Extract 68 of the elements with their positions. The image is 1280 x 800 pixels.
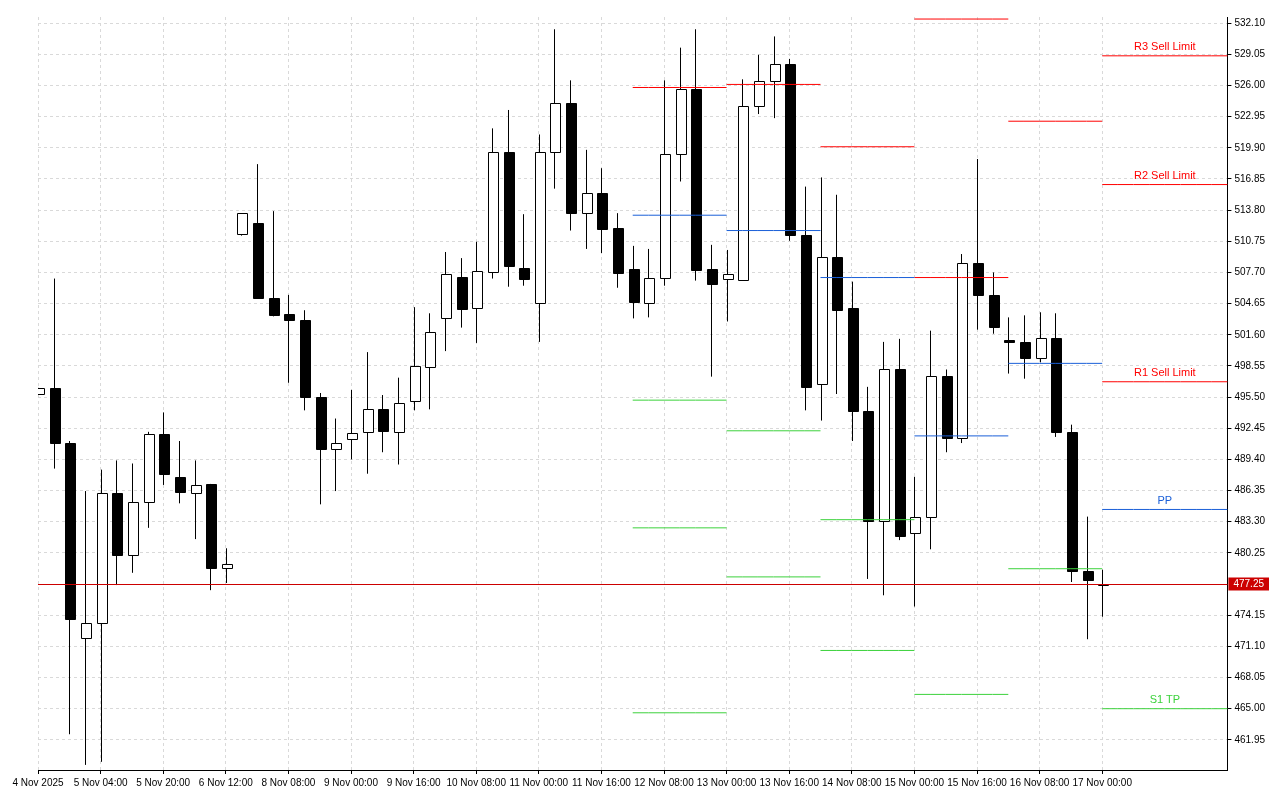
candlestick xyxy=(331,418,342,492)
y-tick-label: 498.55 xyxy=(1234,359,1266,371)
series-label: PP xyxy=(1157,494,1173,506)
x-tick-label: 5 Nov 04:00 xyxy=(73,776,128,788)
y-tick-label: 519.90 xyxy=(1234,141,1266,153)
y-tick-label: 526.00 xyxy=(1234,79,1266,91)
x-tick-label: 5 Nov 20:00 xyxy=(136,776,191,788)
x-tick-label: 8 Nov 08:00 xyxy=(261,776,316,788)
candlestick xyxy=(222,547,233,584)
x-tick-label: 15 Nov 16:00 xyxy=(947,776,1008,788)
candlestick xyxy=(1020,314,1031,380)
x-tick-label: 6 Nov 12:00 xyxy=(198,776,254,788)
y-tick-label: 501.60 xyxy=(1234,328,1266,340)
y-tick-label: 504.65 xyxy=(1234,297,1266,309)
x-tick-label: 4 Nov 2025 xyxy=(12,776,65,788)
y-tick-label: 495.50 xyxy=(1234,390,1266,402)
y-tick-label: 510.75 xyxy=(1234,235,1266,247)
candlestick xyxy=(519,213,530,287)
ref-line-label: 477.25 xyxy=(1233,578,1265,590)
x-tick-label: 17 Nov 00:00 xyxy=(1072,776,1133,788)
candlestick xyxy=(269,210,280,317)
y-tick-label: 489.40 xyxy=(1234,453,1266,465)
x-tick-label: 12 Nov 08:00 xyxy=(634,776,695,788)
series-label: R3 Sell Limit xyxy=(1133,40,1196,53)
y-tick-label: 486.35 xyxy=(1234,484,1266,496)
candlestick xyxy=(284,294,295,384)
y-tick-label: 468.05 xyxy=(1234,671,1266,683)
x-tick-label: 10 Nov 08:00 xyxy=(446,776,507,788)
series-label: R2 Sell Limit xyxy=(1133,169,1196,182)
x-tick-label: 14 Nov 08:00 xyxy=(822,776,882,788)
candlestick xyxy=(237,212,248,237)
y-tick-label: 522.95 xyxy=(1234,110,1266,122)
candlestick xyxy=(378,394,389,453)
series-label: S1 TP xyxy=(1149,693,1180,706)
candlestick xyxy=(347,389,358,460)
x-tick-label: 16 Nov 08:00 xyxy=(1009,776,1070,788)
candlestick xyxy=(81,490,92,766)
y-tick-label: 461.95 xyxy=(1234,733,1266,745)
y-tick-label: 532.10 xyxy=(1234,16,1266,28)
x-tick-label: 13 Nov 00:00 xyxy=(696,776,757,788)
candlestick xyxy=(191,459,202,540)
y-tick-label: 471.10 xyxy=(1234,640,1266,652)
candlestick xyxy=(175,440,186,504)
y-tick-label: 516.85 xyxy=(1234,172,1266,184)
candlestick xyxy=(363,351,374,475)
x-tick-label: 15 Nov 00:00 xyxy=(884,776,945,788)
candlestick xyxy=(1036,311,1047,363)
x-tick-label: 11 Nov 16:00 xyxy=(572,776,632,788)
candlestick xyxy=(1004,316,1015,375)
x-tick-label: 9 Nov 16:00 xyxy=(386,776,441,788)
y-tick-label: 465.00 xyxy=(1234,702,1266,714)
y-tick-label: 492.45 xyxy=(1234,421,1266,433)
y-tick-label: 513.80 xyxy=(1234,203,1266,215)
candlestick xyxy=(910,476,921,608)
x-tick-label: 9 Nov 00:00 xyxy=(324,776,379,788)
candlestick xyxy=(770,35,781,119)
candlestick xyxy=(723,249,734,322)
y-tick-label: 480.25 xyxy=(1234,546,1266,558)
candlestick xyxy=(707,244,718,378)
series-label: R1 Sell Limit xyxy=(1133,366,1196,379)
y-tick-label: 474.15 xyxy=(1234,608,1266,620)
candlestick xyxy=(582,149,593,250)
x-tick-label: 11 Nov 00:00 xyxy=(509,776,569,788)
candlestick xyxy=(1083,516,1094,640)
y-tick-label: 483.30 xyxy=(1234,515,1266,527)
y-tick-label: 529.05 xyxy=(1234,48,1266,60)
x-tick-label: 13 Nov 16:00 xyxy=(759,776,820,788)
y-tick-label: 507.70 xyxy=(1234,266,1266,278)
